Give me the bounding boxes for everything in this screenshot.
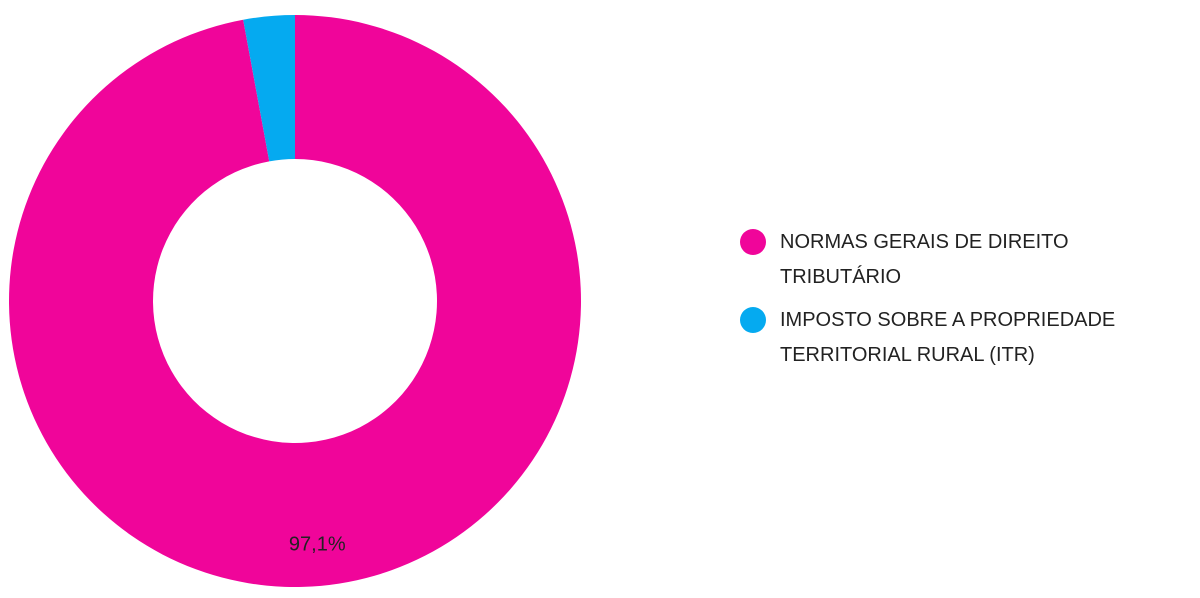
legend-item: IMPOSTO SOBRE A PROPRIEDADE TERRITORIAL … — [740, 303, 1180, 373]
legend: NORMAS GERAIS DE DIREITO TRIBUTÁRIO IMPOS… — [740, 225, 1180, 381]
legend-item: NORMAS GERAIS DE DIREITO TRIBUTÁRIO — [740, 225, 1180, 295]
slice — [243, 15, 295, 162]
legend-swatch — [740, 229, 766, 255]
legend-label: IMPOSTO SOBRE A PROPRIEDADE TERRITORIAL … — [780, 309, 1116, 366]
value-label: 97,1% — [289, 533, 346, 555]
legend-label: NORMAS GERAIS DE DIREITO TRIBUTÁRIO — [780, 231, 1069, 288]
slice — [9, 15, 581, 587]
legend-swatch — [740, 307, 766, 333]
